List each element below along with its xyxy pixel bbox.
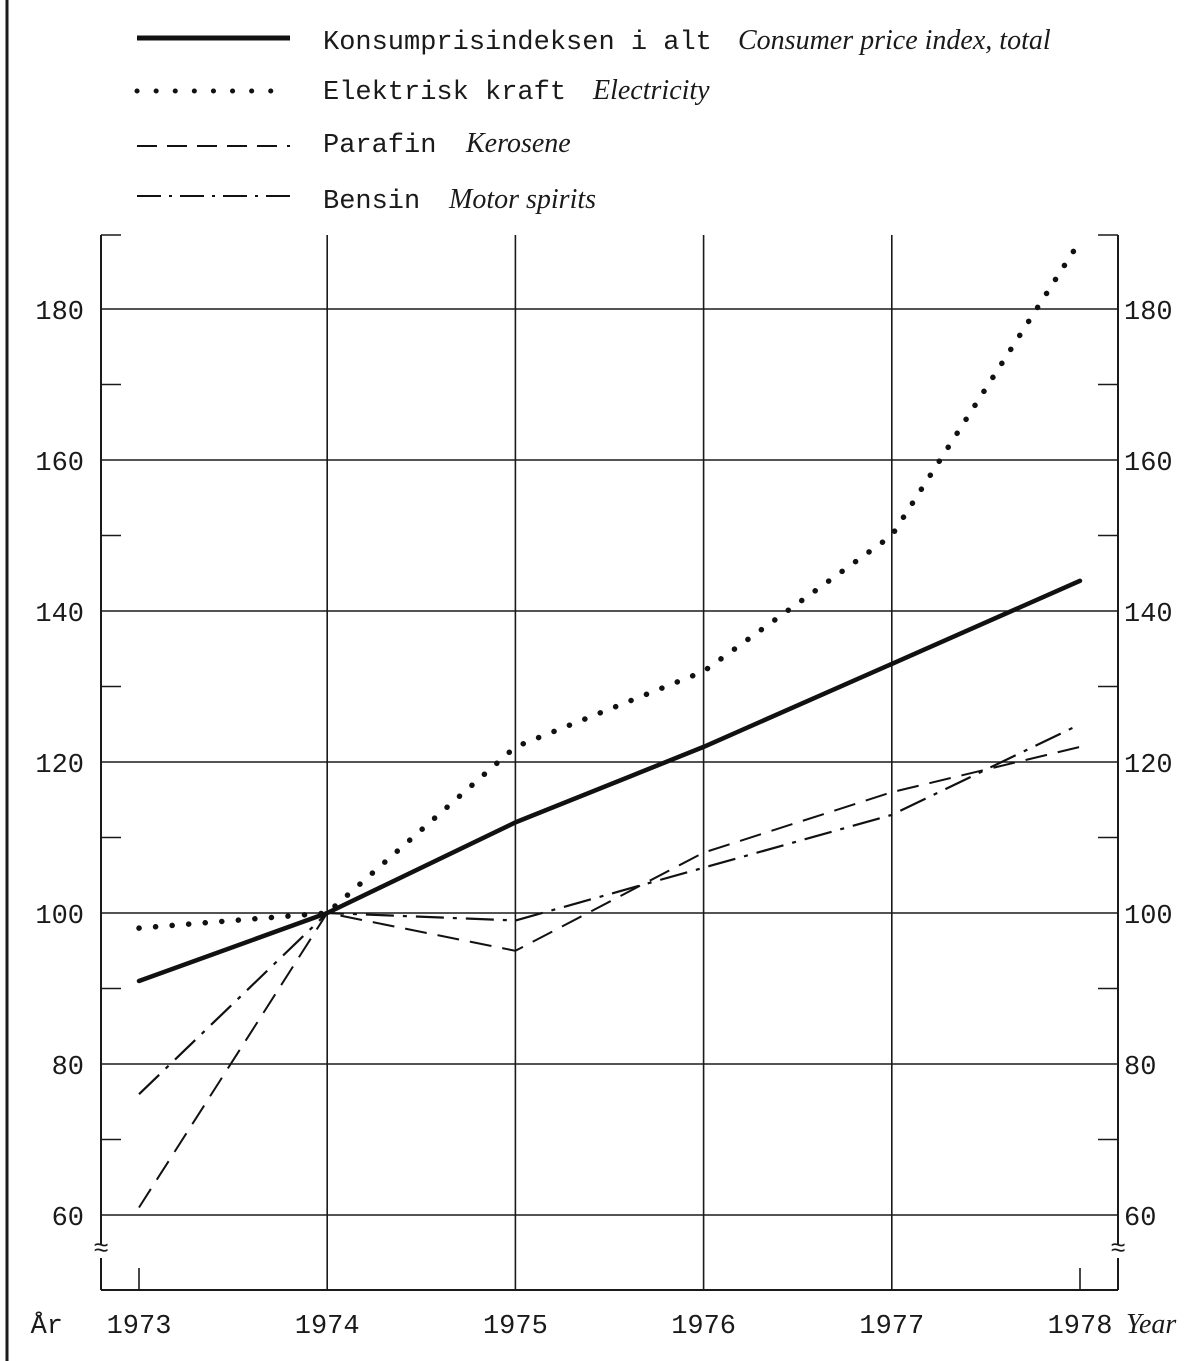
series bbox=[136, 238, 1083, 1209]
x-ticks: 1973 1974 1975 1976 1977 1978 bbox=[107, 1312, 1113, 1342]
y-tick-label-left-100: 100 bbox=[35, 902, 84, 932]
y-tick-label-left-160: 160 bbox=[35, 449, 84, 479]
y-tick-label-right-100: 100 bbox=[1124, 902, 1173, 932]
x-axis-label-right: Year bbox=[1126, 1309, 1176, 1340]
y-tick-label-right-160: 160 bbox=[1124, 449, 1173, 479]
legend-item-motor-spirits: Bensin Motor spirits bbox=[137, 184, 596, 217]
x-tick-label-1978: 1978 bbox=[1048, 1312, 1113, 1342]
y-tick-label-left-120: 120 bbox=[35, 751, 84, 781]
x-tick-label-1973: 1973 bbox=[107, 1312, 172, 1342]
legend-label-cpi: Konsumprisindeksen i alt bbox=[323, 28, 712, 58]
axis-break-left: ≈ bbox=[93, 1234, 109, 1264]
series-line-2 bbox=[138, 745, 1081, 1209]
legend-label-cpi-en: Consumer price index, total bbox=[738, 25, 1051, 56]
y-tick-label-right-120: 120 bbox=[1124, 751, 1173, 781]
series-line-0 bbox=[136, 578, 1083, 984]
legend-item-kerosene: Parafin Kerosene bbox=[137, 128, 571, 161]
series-line-3 bbox=[138, 723, 1081, 1095]
legend-label-motor-spirits: Bensin bbox=[323, 187, 420, 217]
x-axis-label-left: År bbox=[31, 1311, 63, 1342]
legend-label-electricity: Elektrisk kraft bbox=[323, 78, 566, 108]
legend-label-kerosene: Parafin bbox=[323, 131, 436, 161]
legend-item-cpi: Konsumprisindeksen i alt Consumer price … bbox=[137, 25, 1051, 58]
y-tick-label-right-180: 180 bbox=[1124, 298, 1173, 328]
x-tick-label-1975: 1975 bbox=[483, 1312, 548, 1342]
y-tick-label-right-140: 140 bbox=[1124, 600, 1173, 630]
plot-frame: ≈ ≈ bbox=[93, 235, 1126, 1291]
legend-label-motor-spirits-en: Motor spirits bbox=[448, 184, 596, 215]
y-ticks: 60 60 80 80 100 100 120 120 140 140 160 160 180 180 bbox=[35, 298, 1172, 1234]
axis-break-right: ≈ bbox=[1110, 1234, 1126, 1264]
x-tick-label-1976: 1976 bbox=[671, 1312, 736, 1342]
y-tick-label-left-80: 80 bbox=[52, 1053, 84, 1083]
legend: Konsumprisindeksen i alt Consumer price … bbox=[134, 25, 1051, 217]
x-tick-label-1974: 1974 bbox=[295, 1312, 360, 1342]
grid bbox=[101, 234, 1118, 1290]
legend-item-electricity: Elektrisk kraft Electricity bbox=[134, 75, 710, 108]
y-tick-label-left-180: 180 bbox=[35, 298, 84, 328]
y-tick-label-left-140: 140 bbox=[35, 600, 84, 630]
y-tick-label-left-60: 60 bbox=[52, 1204, 84, 1234]
legend-label-electricity-en: Electricity bbox=[592, 75, 710, 106]
x-tick-label-1977: 1977 bbox=[859, 1312, 924, 1342]
legend-label-kerosene-en: Kerosene bbox=[465, 128, 571, 159]
y-tick-label-right-60: 60 bbox=[1124, 1204, 1156, 1234]
y-tick-label-right-80: 80 bbox=[1124, 1053, 1156, 1083]
